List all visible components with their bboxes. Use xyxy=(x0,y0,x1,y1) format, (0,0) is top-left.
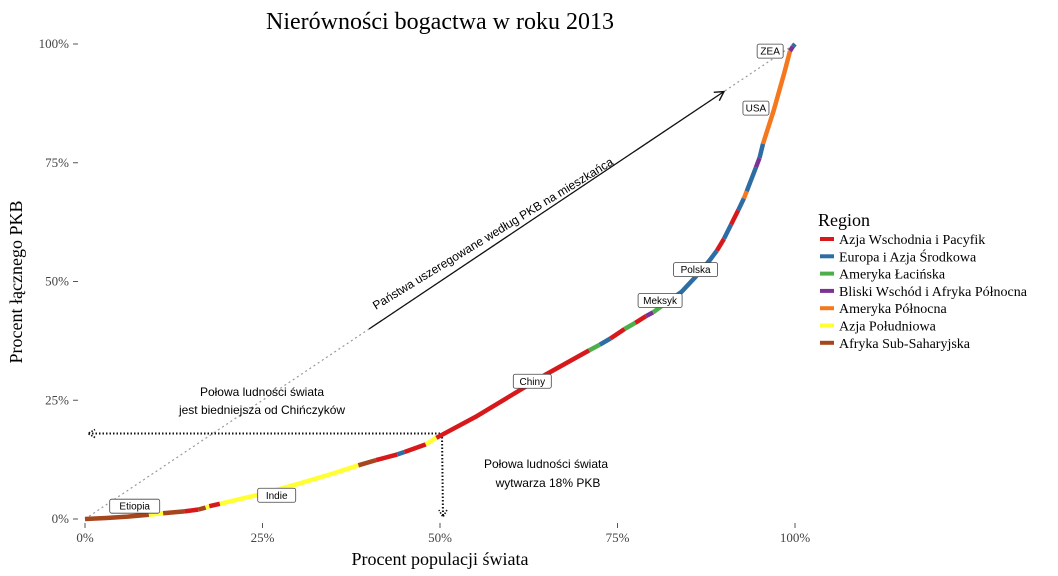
legend-item-label: Azja Wschodnia i Pacyfik xyxy=(839,233,985,248)
country-label-box xyxy=(512,373,552,389)
axes: 0% 25% 50% 75% 100% 0% 25% 50% 75% 100% xyxy=(39,36,811,545)
x-tick-label: 100% xyxy=(780,530,811,545)
curve-segment xyxy=(84,512,150,522)
x-tick-label: 25% xyxy=(251,530,275,545)
country-label-text: Chiny xyxy=(520,377,546,388)
x-tick-label: 50% xyxy=(428,530,452,545)
country-labels: Etiopia Indie Chiny Meksyk Polska USA ZEA xyxy=(109,43,784,514)
country-label-box xyxy=(637,293,683,308)
legend-item-label: Ameryka Łacińska xyxy=(839,268,946,283)
curve-segment xyxy=(208,501,221,509)
chart-title: Nierówności bogactwa w roku 2013 xyxy=(266,9,614,35)
country-label: ZEA xyxy=(756,43,784,59)
legend-item-label: Afryka Sub-Saharyjska xyxy=(839,337,971,352)
curve-segment xyxy=(721,223,734,240)
curve-segment xyxy=(623,320,637,331)
country-label-text: Indie xyxy=(266,491,288,502)
country-label-box xyxy=(109,498,161,514)
y-tick-label: 0% xyxy=(52,511,70,526)
curve-segment xyxy=(204,504,211,510)
y-tick-label: 75% xyxy=(45,155,69,170)
half-gdp-arrow xyxy=(438,433,448,519)
country-label: Chiny xyxy=(512,373,552,389)
curve-segment xyxy=(791,42,797,48)
curve-segment xyxy=(736,197,746,212)
curve-segment xyxy=(219,463,360,506)
country-label-text: Meksyk xyxy=(643,296,678,307)
curve-segment xyxy=(634,314,648,325)
y-axis-label: Procent łącznego PKB xyxy=(6,201,26,364)
country-label-text: ZEA xyxy=(760,47,780,58)
left-annotation-line-1: Połowa ludności świata xyxy=(200,385,324,399)
country-label-box xyxy=(742,100,770,116)
country-label-box xyxy=(257,487,297,503)
curve-segment xyxy=(744,166,758,193)
curve-segment xyxy=(714,237,726,252)
curve-segment xyxy=(588,342,601,353)
right-annotation-line-1: Połowa ludności świata xyxy=(484,457,608,471)
legend-item-label: Europa i Azja Środkowa xyxy=(839,248,977,265)
x-tick-label: 0% xyxy=(76,530,94,545)
curve-segment xyxy=(609,327,626,341)
curve-segment xyxy=(396,449,406,457)
country-label-text: Etiopia xyxy=(119,502,150,513)
country-label: Etiopia xyxy=(109,498,161,514)
curve-segment xyxy=(424,435,438,447)
legend-item-label: Azja Południowa xyxy=(839,320,937,335)
curve-segment xyxy=(198,505,207,512)
ranking-arrow xyxy=(368,90,726,330)
legend-item-label: Ameryka Północna xyxy=(839,302,947,317)
country-label-text: USA xyxy=(746,104,767,115)
left-annotation-line-2: jest biedniejsza od Chińczyków xyxy=(178,403,345,417)
country-label: USA xyxy=(742,100,770,116)
y-tick-label: 25% xyxy=(45,392,69,407)
wealth-curve xyxy=(84,42,797,522)
y-tick-label: 50% xyxy=(45,274,69,289)
country-label-box xyxy=(756,43,784,59)
country-label-text: Polska xyxy=(681,265,711,276)
curve-segment xyxy=(435,348,591,440)
curve-segment xyxy=(788,45,795,53)
curve-segment xyxy=(357,457,377,468)
curve-segment xyxy=(741,190,749,200)
legend-title: Region xyxy=(818,210,870,230)
curve-segment xyxy=(184,507,199,514)
curve-segment xyxy=(757,143,766,159)
curve-segment xyxy=(753,157,762,169)
arrow-label: Państwa uszeregowane według PKB na miesz… xyxy=(370,154,616,312)
curve-segment xyxy=(375,452,398,463)
curve-segment xyxy=(598,336,612,347)
curve-segment xyxy=(162,509,185,516)
curve-segment xyxy=(729,209,741,226)
country-label: Indie xyxy=(257,487,297,503)
y-tick-label: 100% xyxy=(39,36,70,51)
curve-segment xyxy=(403,442,427,455)
curve-segment xyxy=(644,310,655,319)
x-axis-label: Procent populacji świata xyxy=(352,549,529,569)
country-label: Meksyk xyxy=(637,293,683,308)
legend-item-label: Bliski Wschód i Afryka Północna xyxy=(839,285,1028,300)
country-label-box xyxy=(673,262,718,278)
x-tick-label: 75% xyxy=(606,530,630,545)
right-annotation-line-2: wytwarza 18% PKB xyxy=(495,476,601,490)
curve-segment xyxy=(148,511,164,517)
country-label: Polska xyxy=(673,262,718,278)
annotation-lines xyxy=(86,90,726,519)
curve-segment xyxy=(760,50,793,145)
